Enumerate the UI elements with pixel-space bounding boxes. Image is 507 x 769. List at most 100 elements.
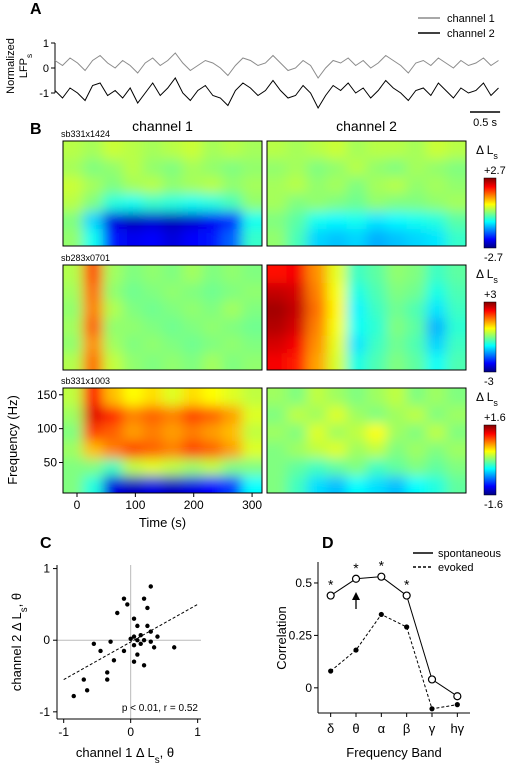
heatmap-cell [122,282,144,301]
heatmap-cell [286,475,308,493]
heatmap-cell [162,335,183,354]
heatmap-cell [306,176,328,195]
heatmap-cell [82,141,104,160]
heatmap-cell [102,265,124,284]
heatmap-cells [63,141,262,246]
point [328,668,334,674]
point [148,584,153,589]
heatmap-cell [182,440,203,459]
heatmap-cell [122,335,144,354]
heatmap-cell [162,158,183,177]
x-axis-label-part: s [155,755,160,766]
heatmap-cell [182,141,203,160]
heatmap-cell [346,405,368,424]
heatmap-cell [366,475,387,493]
heatmap-cell [222,211,243,230]
heatmap-cell [426,352,447,370]
heatmap-cell [242,423,262,442]
x-tick-label: δ [327,721,334,736]
point [131,616,137,621]
heatmap-cell [242,300,262,319]
point [125,602,130,607]
heatmap-cell [267,300,288,319]
point [111,658,117,663]
heatmap-cell [202,141,223,160]
heatmap-cell [386,388,407,407]
heatmap-cell [306,352,328,370]
heatmap-cell [326,458,348,477]
heatmap-cell [366,228,387,246]
heatmap-cell [142,176,164,195]
panel-label: D [322,535,334,552]
point [148,639,153,644]
heatmap-cell [306,141,328,160]
x-tick-label: α [378,721,386,736]
heatmap-cell [406,317,427,336]
heatmap-cell [306,300,328,319]
heatmap-cell [242,475,262,493]
heatmap-cell [386,282,407,301]
y-tick-label: 1 [43,562,50,576]
y-tick-label: 100 [37,422,57,436]
heatmap-cells [267,388,466,493]
heatmap-cell [182,176,203,195]
heatmap-cell [286,282,308,301]
heatmap-cell [446,265,466,284]
heatmap-cell [406,265,427,284]
panel-frame [266,140,467,247]
heatmap-cell [202,423,223,442]
point [148,629,153,634]
colorbar-label-part: Δ L [476,390,494,404]
heatmap-cell [242,388,262,407]
heatmap-cell [326,265,348,284]
heatmap-cell [267,158,288,177]
heatmap-cell [142,405,164,424]
heatmap-cell [346,300,368,319]
heatmap-cell [142,282,164,301]
heatmap-cell [286,193,308,212]
heatmap-cell [162,228,183,246]
heatmap-cell [306,475,328,493]
heatmap-cell [82,265,104,284]
heatmap-cell [82,317,104,336]
heatmap-cell [386,458,407,477]
heatmap-cell [286,300,308,319]
point [353,647,359,653]
x-tick-label: 300 [242,498,262,512]
heatmap-cell [122,458,144,477]
arrow-head [352,592,360,600]
legend-label: channel 2 [447,28,495,40]
point [429,706,435,712]
heatmap-cell [406,475,427,493]
heatmap-cell [346,475,368,493]
heatmap-cell [386,405,407,424]
heatmap-cell [446,176,466,195]
heatmap-cell [386,335,407,354]
heatmap-cell [406,228,427,246]
heatmap-cell [446,228,466,246]
colorbar-label-part: Δ L [476,143,494,157]
colorbar-label: Δ Ls [476,267,498,285]
heatmap-cell [162,352,183,370]
heatmap-cell [406,300,427,319]
heatmap-cell [426,282,447,301]
heatmap-cell [346,265,368,284]
heatmap-cells [267,265,466,370]
point [427,675,437,684]
heatmap-cell [102,405,124,424]
heatmap-cell [242,405,262,424]
heatmap-cell [82,388,104,407]
heatmap-cell [326,388,348,407]
heatmap-cell [267,423,288,442]
column-header: channel 1 [132,118,193,134]
heatmap-cell [222,388,243,407]
heatmap-cell [366,352,387,370]
heatmap-cell [406,352,427,370]
heatmap-cell [222,158,243,177]
heatmap-cell [267,405,288,424]
point [131,659,137,664]
heatmap-cell [286,405,308,424]
heatmap-cell [346,282,368,301]
heatmap-cell [222,335,243,354]
heatmap-cell [267,265,288,284]
